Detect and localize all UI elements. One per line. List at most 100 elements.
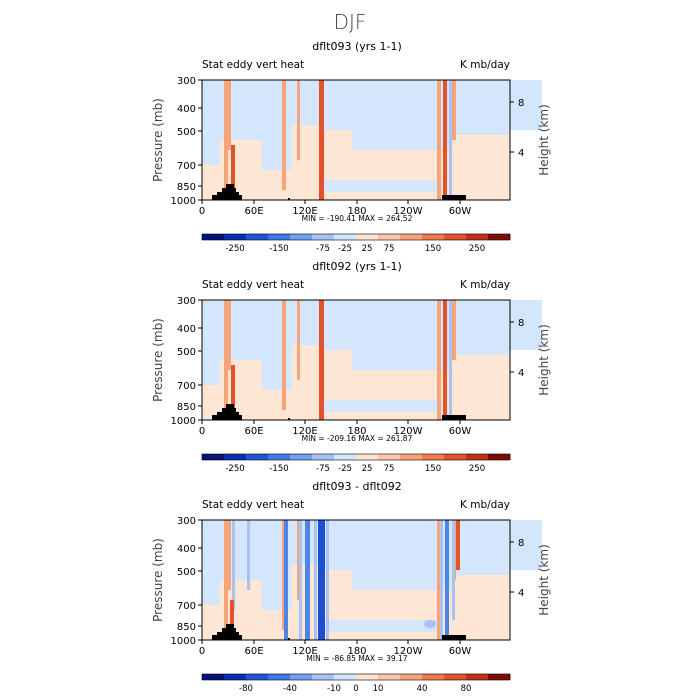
topography xyxy=(222,188,236,193)
topography xyxy=(442,635,466,640)
colorbar-segment xyxy=(312,674,335,680)
colorbar-segment xyxy=(246,454,269,460)
panel-title: dflt093 (yrs 1-1) xyxy=(312,40,402,53)
field-blue-column xyxy=(449,80,452,200)
y2-axis-title: Height (km) xyxy=(537,104,551,175)
y-tick-label: 1000 xyxy=(171,416,196,427)
colorbar-label: 250 xyxy=(469,464,485,474)
x-tick-label: 120W xyxy=(394,206,423,217)
field-red-column xyxy=(231,365,235,410)
colorbar-segment xyxy=(312,454,335,460)
field-orange-strip xyxy=(224,520,228,640)
plot-frame xyxy=(201,299,511,421)
field-region-blue xyxy=(352,300,452,370)
figure-title: DJF xyxy=(333,10,367,34)
colorbar-segment xyxy=(488,234,511,240)
colorbar-segment xyxy=(444,234,467,240)
colorbar-segment xyxy=(246,234,269,240)
colorbar-segment xyxy=(466,674,489,680)
field-red-column xyxy=(319,300,324,420)
colorbar-segment xyxy=(422,674,445,680)
topography xyxy=(217,192,239,196)
field-orange-strip xyxy=(228,520,231,590)
y-tick-label: 850 xyxy=(177,182,196,193)
topography xyxy=(288,638,290,640)
field-region-blue xyxy=(202,360,220,385)
colorbar-segment xyxy=(466,454,489,460)
colorbar-label: 250 xyxy=(469,244,485,254)
colorbar-segment xyxy=(334,674,357,680)
y-tick-label: 500 xyxy=(177,347,196,358)
panel-left-label: Stat eddy vert heat xyxy=(202,59,304,71)
colorbar-segment xyxy=(400,234,423,240)
field-region-blue xyxy=(322,180,442,192)
field-orange-strip xyxy=(282,300,286,410)
x-tick-label: 120E xyxy=(292,206,317,217)
colorbar-segment xyxy=(488,674,511,680)
colorbar-segment xyxy=(268,674,291,680)
colorbar-segment xyxy=(378,234,401,240)
topography xyxy=(217,412,239,416)
y-tick-label: 500 xyxy=(177,567,196,578)
y-tick-label: 1000 xyxy=(171,636,196,647)
field-blue-column xyxy=(326,520,329,640)
y-tick-label: 400 xyxy=(177,104,196,115)
colorbar-segment xyxy=(202,454,225,460)
field-blue-blob xyxy=(424,620,436,628)
field-red-column xyxy=(443,80,447,200)
y-tick-label: 500 xyxy=(177,127,196,138)
colorbar-segment xyxy=(202,674,225,680)
panel-title: dflt093 - dflt092 xyxy=(312,480,401,493)
colorbar-segment xyxy=(422,234,445,240)
colorbar-label: 150 xyxy=(425,464,441,474)
field-orange-strip xyxy=(228,300,231,370)
topography xyxy=(288,418,290,420)
colorbar-segment xyxy=(224,674,247,680)
field-orange-strip xyxy=(437,520,441,640)
field-blue-column xyxy=(305,520,310,640)
panel-left-label: Stat eddy vert heat xyxy=(202,279,304,291)
x-tick-label: 0 xyxy=(199,646,205,657)
field-orange-strip xyxy=(437,80,441,200)
field-blue-column xyxy=(449,300,452,420)
colorbar-label: 75 xyxy=(384,464,395,474)
field-region-blue xyxy=(262,110,292,170)
colorbar-label: -250 xyxy=(225,464,244,474)
field-orange-strip xyxy=(224,80,228,200)
field-blue-column xyxy=(299,520,302,640)
colorbar-segment xyxy=(334,234,357,240)
y2-tick-label: 8 xyxy=(518,318,524,329)
panel-left-label: Stat eddy vert heat xyxy=(202,499,304,511)
field-red-column xyxy=(443,300,447,420)
colorbar-segment xyxy=(202,234,225,240)
field-red-column xyxy=(230,600,234,630)
panel-title: dflt092 (yrs 1-1) xyxy=(312,260,402,273)
field-orange-strip xyxy=(282,80,286,190)
plot-frame xyxy=(201,519,511,641)
colorbar-label: 80 xyxy=(461,684,472,694)
y-tick-label: 300 xyxy=(177,516,196,527)
colorbar-label: -150 xyxy=(269,464,288,474)
colorbar-label: -75 xyxy=(316,464,330,474)
y-tick-label: 700 xyxy=(177,161,196,172)
x-tick-label: 60E xyxy=(244,646,263,657)
field-region-blue xyxy=(322,400,442,412)
field-orange-strip xyxy=(452,80,456,140)
colorbar-segment xyxy=(246,674,269,680)
min-max-stats: MIN = -209.16 MAX = 261.87 xyxy=(302,434,413,443)
y2-axis-title: Height (km) xyxy=(537,544,551,615)
field-orange-strip xyxy=(297,300,300,380)
y-tick-label: 850 xyxy=(177,622,196,633)
field-blue-column xyxy=(318,520,325,640)
topography xyxy=(212,415,242,420)
colorbar-label: 10 xyxy=(373,684,384,694)
y2-tick-label: 8 xyxy=(518,538,524,549)
x-tick-label: 60W xyxy=(449,206,472,217)
y-axis-title: Pressure (mb) xyxy=(151,538,165,622)
colorbar-frame xyxy=(201,233,511,241)
y2-tick-label: 4 xyxy=(518,148,524,159)
topography xyxy=(217,632,239,636)
colorbar-segment xyxy=(466,234,489,240)
colorbar-segment xyxy=(356,234,379,240)
